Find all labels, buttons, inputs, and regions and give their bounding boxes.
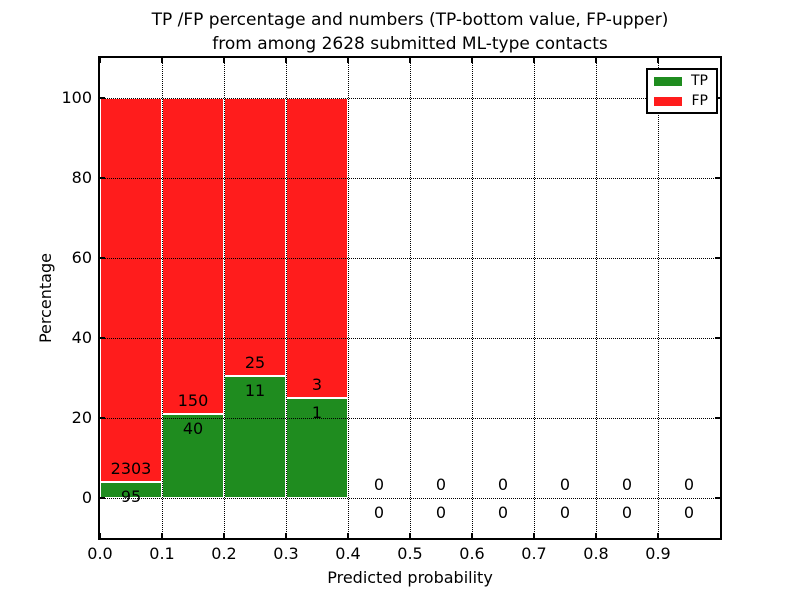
x-tick-mark: [161, 533, 163, 538]
x-gridline: [286, 58, 287, 538]
y-tick-mark: [100, 177, 105, 179]
legend-entry-fp: FP: [648, 91, 716, 111]
chart-title-line2: from among 2628 submitted ML-type contac…: [212, 34, 608, 54]
y-axis-label: Percentage: [36, 253, 55, 344]
x-tick-mark: [223, 533, 225, 538]
y-tick-mark: [100, 257, 105, 259]
x-axis-label: Predicted probability: [327, 568, 493, 587]
y-tick-mark: [715, 337, 720, 339]
y-tick-label: 40: [71, 328, 92, 347]
legend-entry-tp: TP: [648, 71, 716, 91]
x-tick-label: 0.9: [645, 544, 671, 563]
bar-segment-fp: [162, 98, 224, 414]
tp-legend-label: TP: [691, 73, 708, 89]
x-tick-label: 0.6: [459, 544, 485, 563]
bar-segment-tp: [286, 398, 348, 498]
y-tick-mark: [100, 97, 105, 99]
x-tick-mark: [595, 58, 597, 63]
x-gridline: [596, 58, 597, 538]
y-tick-mark: [715, 417, 720, 419]
fp-count-label: 3: [311, 375, 323, 394]
tp-count-label: 0: [435, 503, 447, 522]
x-tick-mark: [657, 58, 659, 63]
x-gridline: [410, 58, 411, 538]
x-tick-label: 0.3: [273, 544, 299, 563]
tp-count-label: 0: [497, 503, 509, 522]
y-tick-mark: [100, 337, 105, 339]
x-gridline: [472, 58, 473, 538]
bar-segment-fp: [286, 98, 348, 398]
chart-title-line1: TP /FP percentage and numbers (TP-bottom…: [151, 10, 669, 30]
tp-count-label: 0: [621, 503, 633, 522]
x-tick-mark: [161, 58, 163, 63]
x-tick-label: 0.0: [87, 544, 113, 563]
x-tick-mark: [409, 533, 411, 538]
x-tick-mark: [533, 58, 535, 63]
bar-segment-tp: [100, 482, 162, 498]
tp-count-label: 0: [373, 503, 385, 522]
fp-count-label: 0: [497, 475, 509, 494]
y-tick-label: 0: [81, 488, 92, 507]
y-tick-mark: [100, 417, 105, 419]
y-tick-mark: [715, 177, 720, 179]
y-tick-mark: [715, 497, 720, 499]
x-gridline: [658, 58, 659, 538]
x-tick-mark: [99, 58, 101, 63]
bar-segment-tp: [224, 375, 286, 498]
fp-count-label: 0: [559, 475, 571, 494]
plot-area: TP FP 2303 95 150 40 25 11 3 1 0 0 0 0 0 0 0 0 0 0 0 0: [98, 56, 722, 540]
x-tick-mark: [285, 533, 287, 538]
tp-count-label: 40: [182, 418, 204, 438]
tp-count-label: 0: [559, 503, 571, 522]
tp-legend-swatch-icon: [654, 76, 682, 86]
fp-count-label: 0: [435, 475, 447, 494]
x-tick-mark: [223, 58, 225, 63]
x-tick-mark: [347, 58, 349, 63]
fp-legend-label: FP: [691, 93, 709, 109]
y-tick-mark: [715, 257, 720, 259]
fp-count-label: 0: [373, 475, 385, 494]
x-tick-mark: [533, 533, 535, 538]
x-tick-label: 0.2: [211, 544, 237, 563]
x-tick-label: 0.8: [583, 544, 609, 563]
y-tick-label: 20: [71, 408, 92, 427]
chart-title: TP /FP percentage and numbers (TP-bottom…: [100, 8, 720, 56]
x-tick-mark: [285, 58, 287, 63]
x-gridline: [534, 58, 535, 538]
x-gridline: [162, 58, 163, 538]
fp-count-label: 2303: [110, 459, 152, 479]
y-tick-label: 100: [61, 88, 92, 107]
tp-count-label: 1: [311, 403, 323, 422]
y-tick-label: 80: [71, 168, 92, 187]
x-tick-mark: [471, 533, 473, 538]
y-tick-label: 60: [71, 248, 92, 267]
tp-count-label: 95: [120, 487, 142, 507]
fp-count-label: 150: [177, 390, 209, 410]
x-gridline: [224, 58, 225, 538]
bar-segment-tp: [162, 413, 224, 498]
fp-count-label: 25: [244, 352, 266, 372]
x-tick-mark: [347, 533, 349, 538]
bar-segment-fp: [224, 98, 286, 376]
x-tick-mark: [409, 58, 411, 63]
tp-count-label: 0: [683, 503, 695, 522]
fp-legend-swatch-icon: [654, 96, 682, 106]
legend: TP FP: [646, 68, 718, 114]
x-tick-label: 0.7: [521, 544, 547, 563]
x-gridline: [348, 58, 349, 538]
x-tick-mark: [657, 533, 659, 538]
fp-count-label: 0: [683, 475, 695, 494]
y-tick-mark: [100, 497, 105, 499]
x-tick-label: 0.1: [149, 544, 175, 563]
tp-count-label: 11: [244, 380, 266, 400]
x-tick-label: 0.4: [335, 544, 361, 563]
x-tick-label: 0.5: [397, 544, 423, 563]
x-tick-mark: [99, 533, 101, 538]
x-tick-mark: [471, 58, 473, 63]
fp-count-label: 0: [621, 475, 633, 494]
x-tick-mark: [595, 533, 597, 538]
